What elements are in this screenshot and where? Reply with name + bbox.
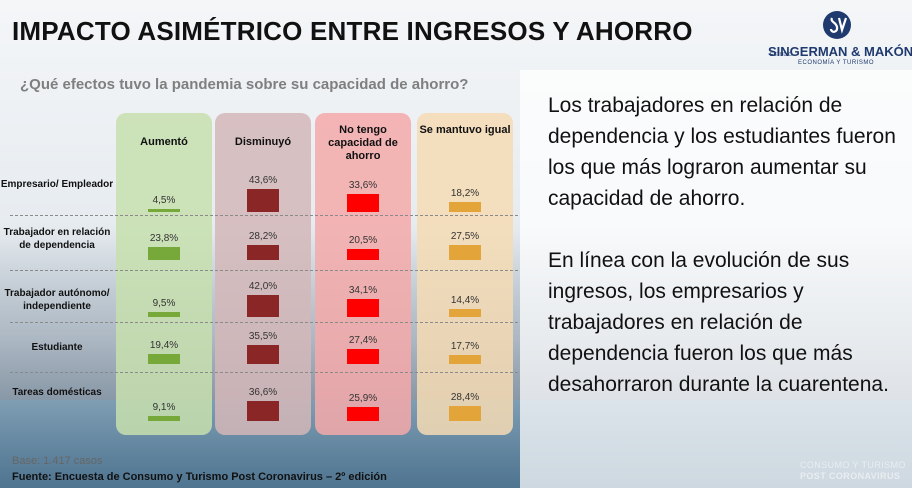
bar xyxy=(449,309,481,317)
row-label-4: Estudiante xyxy=(31,342,83,353)
bar xyxy=(449,355,481,364)
page-title: IMPACTO ASIMÉTRICO ENTRE INGRESOS Y AHOR… xyxy=(12,16,693,46)
column-background-4 xyxy=(417,113,513,435)
bar xyxy=(247,295,279,317)
commentary: Los trabajadores en relación de dependen… xyxy=(548,90,903,431)
data-label: 20,5% xyxy=(348,235,378,246)
bar xyxy=(347,194,379,212)
data-label: 28,4% xyxy=(450,392,480,403)
data-label: 43,6% xyxy=(248,175,278,186)
commentary-paragraph-1: Los trabajadores en relación de dependen… xyxy=(548,94,896,210)
row-separator xyxy=(10,372,518,373)
data-label: 9,5% xyxy=(152,298,176,309)
data-label: 36,6% xyxy=(248,387,278,398)
company-logo: ESTUDIO SINGERMAN & MAKÓN ECONOMÍA Y TUR… xyxy=(760,10,912,70)
bar xyxy=(347,349,379,364)
bar xyxy=(247,345,279,364)
bar xyxy=(148,247,180,260)
row-separator xyxy=(10,270,518,271)
bar xyxy=(247,189,279,212)
data-label: 25,9% xyxy=(348,393,378,404)
column-header-3: No tengo capacidad de ahorro xyxy=(328,124,398,162)
chart-question: ¿Qué efectos tuvo la pandemia sobre su c… xyxy=(20,76,469,93)
data-label: 17,7% xyxy=(450,341,480,352)
sample-base: Base: 1.417 casos xyxy=(12,455,103,467)
column-background-2 xyxy=(215,113,311,435)
data-label: 33,6% xyxy=(348,180,378,191)
bar xyxy=(148,209,180,212)
bar xyxy=(148,416,180,421)
bar xyxy=(347,299,379,317)
bar xyxy=(247,245,279,260)
data-label: 34,1% xyxy=(348,285,378,296)
data-label: 14,4% xyxy=(450,295,480,306)
bar xyxy=(449,245,481,260)
row-separator xyxy=(10,322,518,323)
column-background-1 xyxy=(116,113,212,435)
bar xyxy=(449,406,481,421)
text-panel-background xyxy=(520,70,912,488)
footer-logo-line-1: CONSUMO Y TURISMO xyxy=(800,460,906,470)
data-label: 9,1% xyxy=(152,402,176,413)
footer-logo: CONSUMO Y TURISMO POST CORONAVIRUS xyxy=(800,460,906,482)
data-label: 27,4% xyxy=(348,335,378,346)
data-label: 28,2% xyxy=(248,231,278,242)
footer-logo-line-2: POST CORONAVIRUS xyxy=(800,471,901,481)
data-label: 4,5% xyxy=(152,195,176,206)
data-label: 19,4% xyxy=(149,340,179,351)
bar xyxy=(347,249,379,260)
data-label: 23,8% xyxy=(149,233,179,244)
column-header-4: Se mantuvo igual xyxy=(419,124,511,136)
logo-studio: ESTUDIO xyxy=(770,52,793,58)
bar xyxy=(449,202,481,212)
data-label: 27,5% xyxy=(450,231,480,242)
row-label-5: Tareas domésticas xyxy=(12,387,102,398)
bar xyxy=(347,407,379,421)
logo-tagline: ECONOMÍA Y TURISMO xyxy=(798,60,875,66)
data-label: 18,2% xyxy=(450,188,480,199)
row-separator xyxy=(10,215,518,216)
column-background-3 xyxy=(315,113,411,435)
source-note: Fuente: Encuesta de Consumo y Turismo Po… xyxy=(12,471,387,483)
row-label-2: Trabajador en relación de dependencia xyxy=(3,227,111,251)
column-header-2: Disminuyó xyxy=(234,136,292,148)
bar xyxy=(148,354,180,364)
bar xyxy=(148,312,180,317)
data-label: 35,5% xyxy=(248,331,278,342)
logo-name: SINGERMAN & MAKÓN xyxy=(768,44,912,59)
row-label-1: Empresario/ Empleador xyxy=(0,179,114,190)
bar xyxy=(247,401,279,421)
column-header-1: Aumentó xyxy=(140,136,188,148)
commentary-paragraph-2: En línea con la evolución de sus ingreso… xyxy=(548,249,889,396)
data-label: 42,0% xyxy=(248,281,278,292)
row-label-3: Trabajador autónomo/ independiente xyxy=(4,288,110,312)
logo-mark-icon xyxy=(823,11,851,39)
